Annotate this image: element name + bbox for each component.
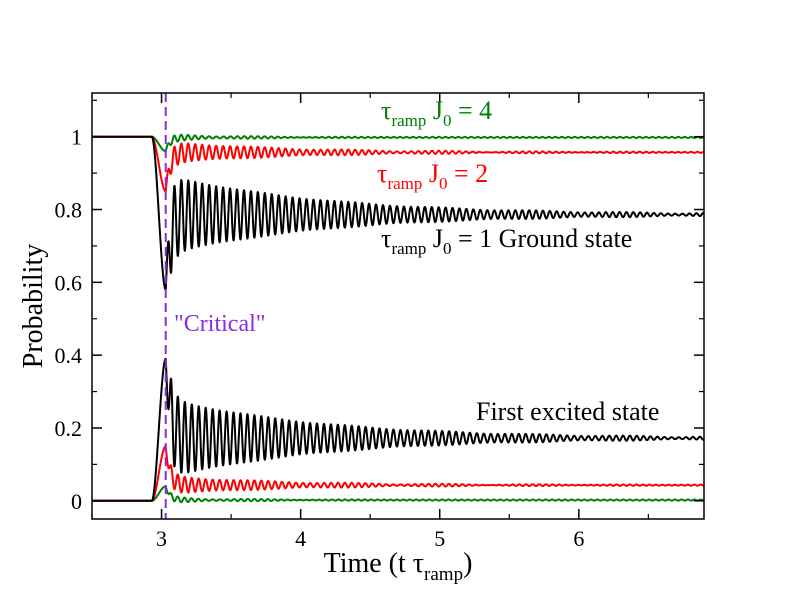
y-tick-label: 1	[71, 125, 82, 150]
annotation-j2-sub2: 0	[439, 174, 448, 193]
y-tick-label: 0	[71, 489, 82, 514]
y-tick-label: 0.8	[55, 198, 83, 223]
annotation-j1: τramp J0 = 1 Ground state	[381, 224, 632, 258]
annotation-j1-tau: τ	[381, 224, 391, 253]
y-tick-label: 0.6	[55, 270, 83, 295]
annotation-j1-sub: ramp	[391, 239, 426, 258]
series-line-2	[91, 135, 705, 291]
annotation-j4-sub: ramp	[391, 111, 426, 130]
y-axis-label: Probability	[18, 244, 49, 368]
annotation-j2: τramp J0 = 2	[377, 159, 488, 193]
y-tick-label: 0.4	[55, 343, 83, 368]
annotation-j4-tail: = 4	[452, 96, 493, 125]
annotation-j1-tail: = 1 Ground state	[452, 224, 633, 253]
annotation-j4-sub2: 0	[443, 111, 452, 130]
series-line-1	[91, 135, 705, 193]
annotation-j4-tau: τ	[381, 96, 391, 125]
plot-frame	[91, 92, 705, 520]
annotation-j2-tau: τ	[377, 159, 387, 188]
series-line-0	[91, 133, 705, 153]
series-line-3	[91, 485, 705, 504]
series-line-5	[91, 357, 705, 502]
x-tick-label: 3	[156, 526, 167, 551]
annotation-j2-sub: ramp	[387, 174, 422, 193]
x-axis-label-sub: ramp	[424, 564, 463, 585]
annotation-j1-mid: J	[426, 224, 443, 253]
labels-layer: "Critical" τramp J0 = 4 τramp J0 = 2 τra…	[18, 96, 659, 585]
annotation-j4-mid: J	[426, 96, 443, 125]
annotation-j2-mid: J	[422, 159, 439, 188]
annotation-j4: τramp J0 = 4	[381, 96, 492, 130]
series-line-4	[91, 445, 705, 502]
annotation-j2-tail: = 2	[448, 159, 489, 188]
annotation-excited: First excited state	[476, 397, 659, 426]
x-tick-label: 6	[573, 526, 584, 551]
annotation-j1-sub2: 0	[443, 239, 452, 258]
critical-label: "Critical"	[174, 311, 266, 337]
y-tick-label: 0.2	[55, 416, 83, 441]
x-tick-label: 4	[295, 526, 306, 551]
x-axis-label-close: )	[463, 548, 472, 579]
series-layer	[91, 133, 705, 504]
x-axis-label-main: Time (t τ	[324, 548, 424, 579]
ticks-layer	[91, 93, 704, 519]
x-tick-label: 5	[434, 526, 445, 551]
x-axis-label: Time (t τramp)	[324, 548, 473, 585]
